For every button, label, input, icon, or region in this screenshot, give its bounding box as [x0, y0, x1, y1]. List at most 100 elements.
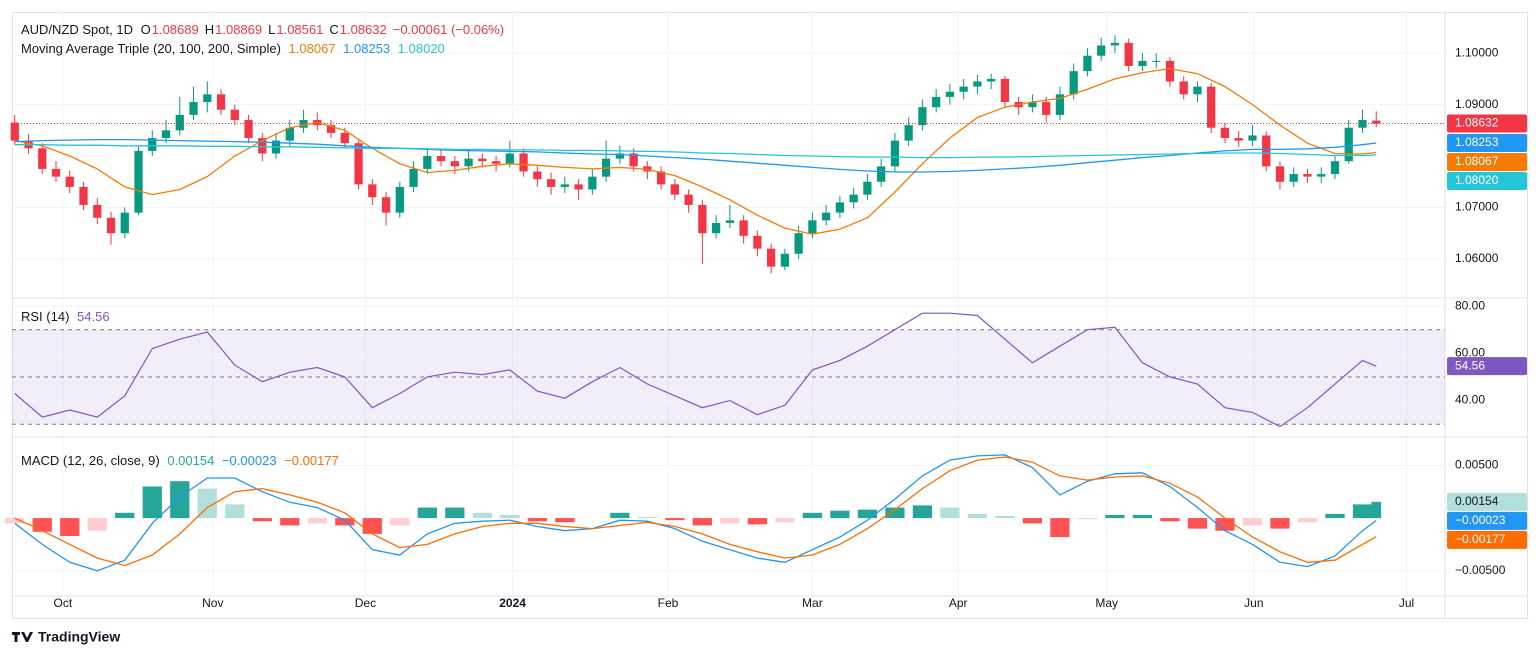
ohlc-key: C — [329, 22, 339, 37]
histogram-bar — [500, 514, 520, 519]
histogram-bar — [1077, 518, 1098, 520]
candle-body — [1289, 174, 1298, 182]
candle-body — [808, 220, 817, 234]
histogram-bar — [1270, 518, 1290, 529]
low-value: 1.08561 — [276, 22, 324, 37]
value-badge-label: 1.08067 — [1455, 154, 1499, 168]
value-badge-label: 0.00154 — [1455, 494, 1499, 508]
candle-body — [285, 127, 294, 141]
price-legend: AUD/NZD Spot, 1D O1.08689 H1.08869 L1.0856… — [21, 22, 510, 37]
ma-value: 1.08067 — [288, 41, 336, 56]
candle-body — [1248, 135, 1257, 141]
candle-body — [835, 202, 845, 213]
rsi-line — [14, 312, 1377, 428]
candle-body — [189, 102, 198, 115]
brand: TradingView — [38, 629, 120, 645]
candle-body — [1372, 120, 1381, 124]
histogram-bar — [940, 507, 960, 519]
value-badge-label: 1.08020 — [1455, 173, 1499, 187]
brand-logo — [12, 632, 33, 642]
candle-body — [505, 153, 514, 164]
rsi-title: RSI (14) — [21, 309, 70, 324]
candle-body — [1152, 60, 1161, 62]
candle-body — [670, 184, 679, 195]
candle-body — [1193, 86, 1202, 95]
macd-line — [14, 456, 1377, 567]
y-tick-label: 1.06000 — [1455, 251, 1499, 265]
candle-body — [1069, 71, 1078, 95]
value-badge — [1447, 357, 1527, 376]
value-badge-label: 1.08632 — [1455, 116, 1499, 130]
rsi-legend: RSI (14) 54.56 — [21, 309, 114, 324]
ohlc-key: O — [140, 22, 151, 37]
histogram-bar — [720, 518, 740, 524]
histogram-bar — [802, 512, 823, 519]
histogram-bar — [170, 481, 190, 519]
candle-body — [533, 171, 542, 180]
candle-body — [148, 138, 157, 151]
candle-body — [780, 253, 790, 267]
candle-body — [106, 217, 116, 234]
histogram-bar — [280, 518, 300, 526]
candle-body — [478, 158, 487, 162]
histogram-bar — [1352, 504, 1373, 519]
histogram-bar — [87, 518, 107, 531]
histogram-bar — [362, 518, 382, 534]
candle-body — [175, 114, 184, 131]
high-value: 1.08869 — [215, 22, 263, 37]
y-tick-label: 80.00 — [1455, 298, 1485, 312]
candle-body — [1083, 55, 1092, 72]
macd-legend: MACD (12, 26, close, 9) 0.00154 −0.00023… — [21, 453, 343, 468]
histogram-bar — [32, 518, 52, 532]
histogram-bar — [1187, 518, 1208, 529]
x-tick-label: Feb — [658, 596, 679, 610]
y-tick-label: 60.00 — [1455, 345, 1485, 359]
histogram-bar — [885, 507, 905, 519]
histogram-bar — [610, 512, 630, 519]
histogram-bar — [1297, 518, 1318, 523]
candle-body — [546, 179, 556, 187]
symbol-title: AUD/NZD Spot, 1D — [21, 22, 133, 37]
histogram-bar — [995, 515, 1015, 519]
macd-value: −0.00177 — [284, 453, 339, 468]
candle-body — [230, 109, 239, 121]
candle-body — [1097, 45, 1106, 56]
value-badge — [1447, 114, 1527, 133]
y-tick-label: 1.10000 — [1455, 45, 1499, 59]
value-badge-label: 54.56 — [1455, 358, 1485, 372]
value-badge — [1447, 511, 1527, 530]
histogram-bar — [1132, 514, 1153, 519]
candle-body — [38, 148, 47, 169]
macd-value: 0.00154 — [167, 453, 215, 468]
histogram-bar — [335, 518, 355, 526]
candle-body — [491, 161, 501, 164]
ma-value: 1.08253 — [343, 41, 391, 56]
candle-body — [560, 184, 569, 187]
candle-body — [1000, 78, 1010, 103]
candle-body — [1275, 166, 1285, 182]
candle-body — [120, 212, 129, 234]
candle-body — [354, 143, 363, 185]
x-tick-label: Jul — [1399, 596, 1414, 610]
x-tick-label: Jun — [1244, 596, 1263, 610]
histogram-bar — [197, 488, 217, 519]
candle-body — [890, 140, 900, 167]
candle-body — [1207, 86, 1216, 128]
ohlc-key: H — [204, 22, 215, 37]
candle-body — [10, 122, 19, 141]
candle-body — [863, 181, 872, 195]
y-tick-label: 1.09000 — [1455, 97, 1499, 111]
candle-body — [258, 138, 267, 154]
candle-body — [684, 194, 693, 205]
candle-body — [849, 194, 858, 203]
y-tick-label: −0.00500 — [1455, 563, 1506, 577]
candle-body — [1220, 127, 1230, 139]
candle-body — [588, 176, 597, 190]
candle-body — [161, 130, 171, 139]
candle-body — [1138, 60, 1147, 67]
histogram-bar — [527, 518, 547, 522]
histogram-bar — [1160, 518, 1180, 522]
macd-title: MACD (12, 26, close, 9) — [21, 453, 160, 468]
candle-body — [1303, 174, 1312, 177]
